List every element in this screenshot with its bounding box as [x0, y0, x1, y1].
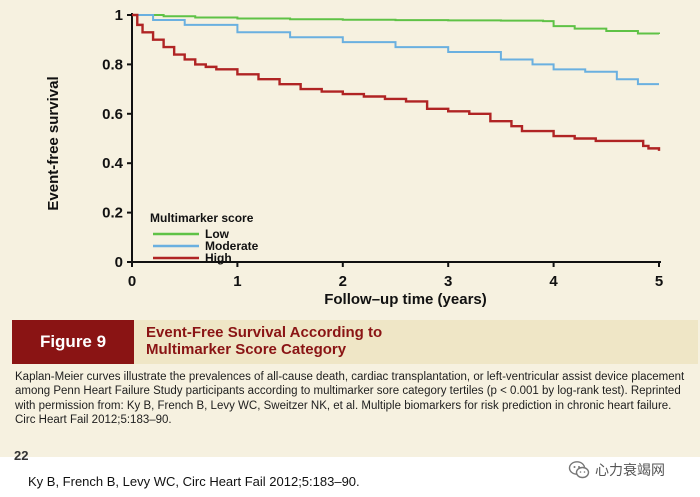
figure-banner: Figure 9 Event-Free Survival According t… [12, 320, 698, 364]
x-axis-title: Follow–up time (years) [324, 291, 487, 308]
x-tick-label: 5 [655, 273, 663, 290]
y-tick-label: 1 [115, 7, 123, 24]
y-tick-label: 0.4 [102, 155, 124, 172]
chart-axes: 0 0.2 0.4 0.6 0.8 1 0 1 2 3 4 5 Follow–up time (year… [45, 7, 663, 308]
legend-label-moderate: Moderate [205, 239, 259, 253]
page-number-fragment: 22 [14, 448, 29, 463]
y-tick-label: 0.8 [102, 56, 123, 73]
wechat-icon [568, 461, 590, 479]
series-line-low [132, 14, 660, 35]
chart-series [132, 13, 661, 151]
figure-title-line-1: Event-Free Survival According to [146, 324, 383, 341]
watermark: 心力衰竭网 [568, 459, 665, 481]
watermark-text: 心力衰竭网 [595, 463, 665, 479]
y-tick-label: 0 [115, 254, 123, 271]
figure-title: Event-Free Survival According to Multima… [146, 324, 686, 358]
x-tick-label: 3 [444, 273, 452, 290]
survival-chart: 0 0.2 0.4 0.6 0.8 1 0 1 2 3 4 5 Follow–up time (year… [45, 7, 663, 308]
legend-title: Multimarker score [150, 211, 254, 225]
y-tick-label: 0.2 [102, 205, 123, 222]
y-tick-label: 0.6 [102, 106, 123, 123]
figure-title-line-2: Multimarker Score Category [146, 341, 347, 358]
x-tick-label: 2 [339, 273, 347, 290]
series-line-moderate [132, 14, 659, 86]
x-tick-label: 0 [128, 273, 136, 290]
legend-label-low: Low [205, 227, 230, 241]
y-axis-title: Event-free survival [45, 76, 62, 210]
x-tick-label: 1 [233, 273, 241, 290]
series-line-high [132, 13, 661, 151]
citation-text: Ky B, French B, Levy WC, Circ Heart Fail… [28, 474, 360, 489]
x-tick-label: 4 [549, 273, 558, 290]
figure-number-badge: Figure 9 [12, 320, 134, 364]
figure-caption: Kaplan-Meier curves illustrate the preva… [15, 371, 685, 427]
legend-label-high: High [205, 251, 232, 265]
figure-card: 0 0.2 0.4 0.6 0.8 1 0 1 2 3 4 5 Follow–up time (year… [0, 0, 700, 463]
